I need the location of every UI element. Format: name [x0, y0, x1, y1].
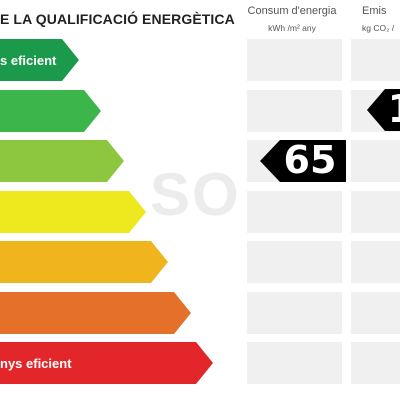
- emissions-column-unit: kg CO₂ /: [362, 23, 395, 33]
- emissions-cell: [351, 191, 400, 233]
- energy-cell: [247, 191, 342, 233]
- energy-cell: [247, 90, 342, 132]
- emissions-cell: [351, 292, 400, 334]
- emissions-cell: [351, 241, 400, 283]
- emissions-cell: [351, 140, 400, 182]
- emissions-tag-shape: [367, 89, 400, 131]
- rating-bar: [0, 241, 169, 283]
- rating-bar-label: s eficient: [0, 52, 57, 68]
- energy-column-header: Consum d'energia kWh /m² any: [244, 5, 340, 34]
- emissions-value-tag: 1: [367, 87, 400, 137]
- rating-bar: [0, 90, 102, 132]
- energy-cell: [247, 39, 342, 81]
- rating-bar: [0, 292, 192, 334]
- energy-value: 65: [283, 138, 337, 182]
- rating-bar-label: nys eficient: [0, 355, 72, 371]
- emissions-column-header: Emis kg CO₂ /: [362, 5, 394, 34]
- emissions-value: 1: [381, 87, 400, 131]
- energy-cell: [247, 292, 342, 334]
- energy-cell: [247, 241, 342, 283]
- rating-bar: s eficient: [0, 39, 80, 81]
- rating-bar: [0, 191, 147, 233]
- energy-column-unit: kWh /m² any: [268, 23, 316, 33]
- page-title: E LA QUALIFICACIÓ ENERGÈTICA: [0, 11, 235, 27]
- energy-value-tag: 65: [260, 138, 348, 188]
- emissions-column-label: Emis: [362, 5, 387, 17]
- rating-bar: nys eficient: [0, 342, 214, 384]
- emissions-cell: [351, 39, 400, 81]
- rating-bar: [0, 140, 125, 182]
- energy-column-label: Consum d'energia: [247, 5, 337, 17]
- watermark-logo: SO: [150, 161, 241, 228]
- energy-cell: [247, 342, 342, 384]
- energy-tag-shape: [260, 140, 346, 182]
- emissions-cell: [351, 342, 400, 384]
